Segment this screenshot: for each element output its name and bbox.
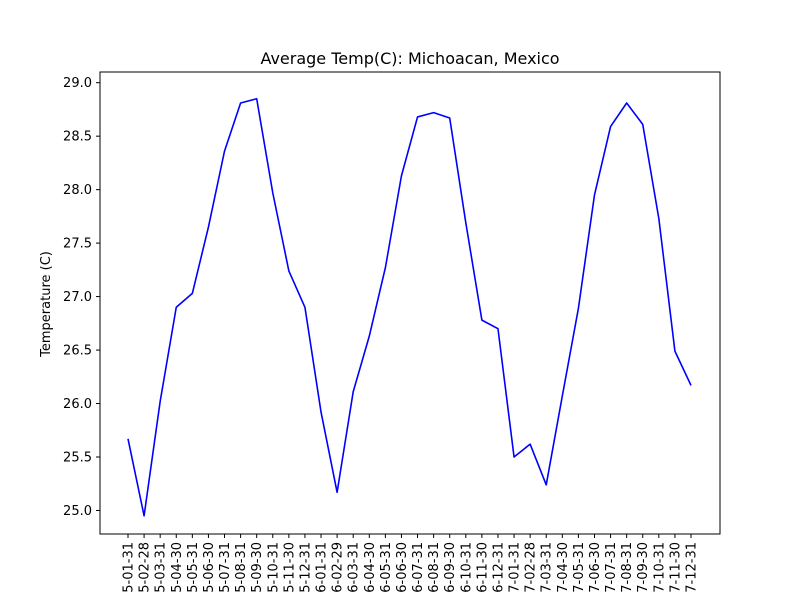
y-tick-label: 26.5: [63, 344, 92, 359]
x-tick-label: 7-01-31: [508, 542, 523, 593]
x-tick-label: 5-01-31: [122, 542, 137, 593]
plot-area-frame: [99, 71, 721, 535]
x-tick-label: 6-01-31: [315, 542, 330, 593]
x-tick-label: 7-11-30: [668, 542, 683, 593]
y-tick-label: 28.5: [63, 130, 92, 145]
x-tick-label: 6-03-31: [347, 542, 362, 593]
x-tick-label: 5-03-31: [154, 542, 169, 593]
y-tick-label: 28.0: [63, 183, 92, 198]
x-tick-label: 7-02-28: [524, 542, 539, 593]
y-tick-label: 26.0: [63, 397, 92, 412]
y-tick-label: 29.0: [63, 76, 92, 91]
x-tick-label: 5-05-31: [186, 542, 201, 593]
y-axis-label: Temperature (C): [39, 251, 54, 358]
x-tick-label: 5-02-28: [138, 542, 153, 593]
x-tick-label: 6-10-31: [459, 542, 474, 593]
x-tick-label: 5-04-30: [170, 542, 185, 593]
x-tick-label: 5-08-31: [234, 542, 249, 593]
x-tick-label: 6-07-31: [411, 542, 426, 593]
x-tick-label: 7-07-31: [604, 542, 619, 593]
temperature-line: [127, 97, 692, 517]
x-tick-label: 7-05-31: [572, 542, 587, 593]
x-tick-label: 6-02-29: [331, 542, 346, 593]
x-tick-label: 7-04-30: [556, 542, 571, 593]
x-tick-label: 6-04-30: [363, 542, 378, 593]
x-tick-label: 6-05-31: [379, 542, 394, 593]
x-tick-label: 5-09-30: [250, 542, 265, 593]
x-tick-label: 7-06-30: [588, 542, 603, 593]
x-tick-label: 7-03-31: [540, 542, 555, 593]
x-tick-label: 7-08-31: [620, 542, 635, 593]
y-tick-label: 25.5: [63, 451, 92, 466]
x-tick-label: 5-11-30: [282, 542, 297, 593]
y-axis: 25.0 25.5 26.0 26.5 27.0 27.5 28.0 28.5 29.0: [63, 76, 100, 519]
x-tick-label: 5-07-31: [218, 542, 233, 593]
x-tick-label: 6-06-30: [395, 542, 410, 593]
x-tick-label: 7-12-31: [685, 542, 700, 593]
x-tick-label: 5-12-31: [298, 542, 313, 593]
x-axis: 5-01-31 5-02-28 5-03-31 5-04-30 5-05-31 5-06-…: [122, 534, 700, 593]
x-tick-label: 6-11-30: [475, 542, 490, 593]
x-tick-label: 5-10-31: [266, 542, 281, 593]
y-tick-label: 27.0: [63, 290, 92, 305]
x-tick-label: 6-08-31: [427, 542, 442, 593]
x-tick-label: 6-09-30: [443, 542, 458, 593]
chart-title: Average Temp(C): Michoacan, Mexico: [260, 49, 559, 68]
x-tick-label: 7-10-31: [652, 542, 667, 593]
y-tick-label: 27.5: [63, 237, 92, 252]
y-tick-label: 25.0: [63, 504, 92, 519]
x-tick-label: 7-09-30: [636, 542, 651, 593]
series-layer: [127, 97, 692, 517]
x-tick-label: 5-06-30: [202, 542, 217, 593]
x-tick-label: 6-12-31: [491, 542, 506, 593]
